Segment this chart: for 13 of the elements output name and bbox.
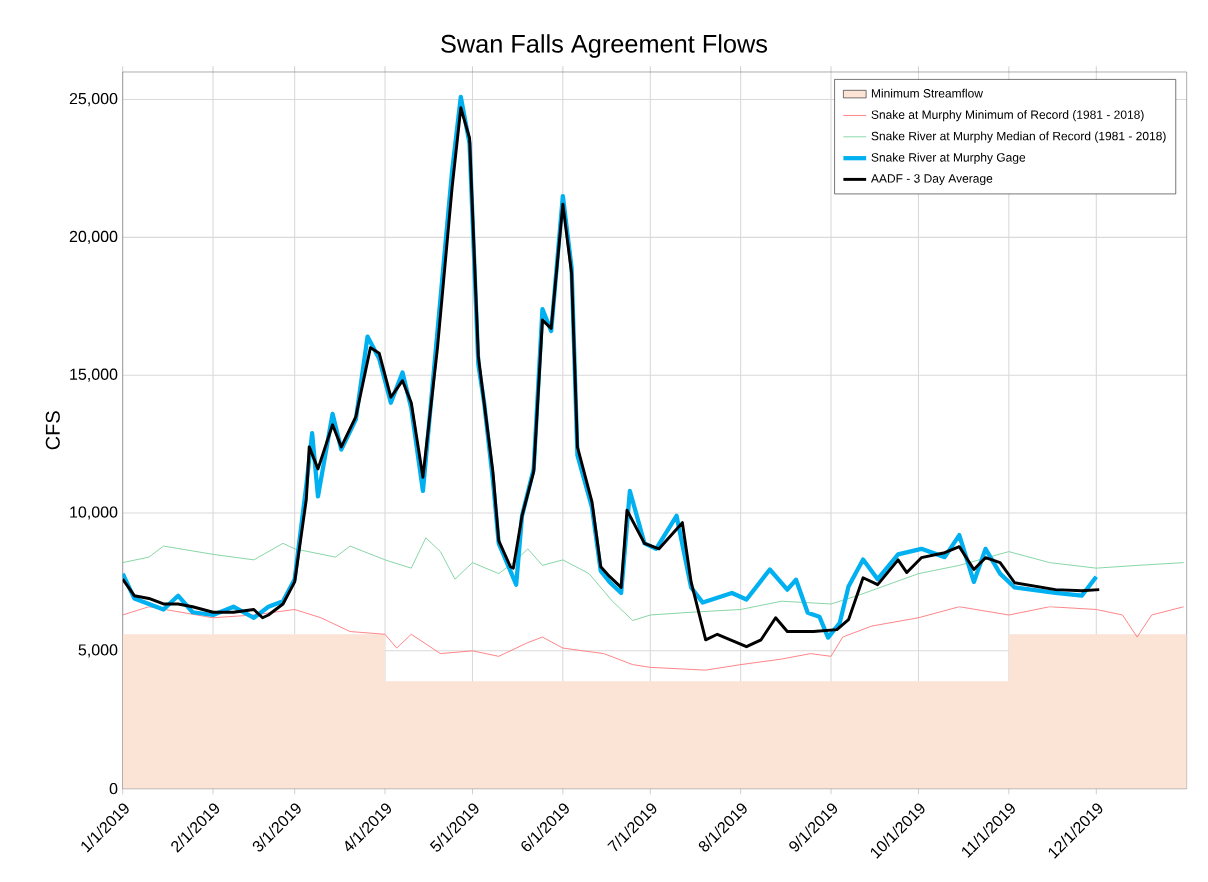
legend-label: AADF - 3 Day Average xyxy=(870,174,993,186)
y-axis-title: CFS xyxy=(45,411,60,450)
legend-label: Minimum Streamflow xyxy=(871,88,983,98)
y-tick-label: 20,000 xyxy=(69,230,118,244)
y-tick-label: 0 xyxy=(109,782,118,795)
y-tick-label: 25,000 xyxy=(69,92,118,107)
legend-label: Snake River at Murphy Gage xyxy=(871,152,1026,165)
chart-title: Swan Falls Agreement Flows xyxy=(441,34,768,58)
y-tick-label: 10,000 xyxy=(70,506,118,520)
y-tick-label: 15,000 xyxy=(70,368,118,382)
legend-label: Snake River at Murphy Median of Record (1981 - 2018) xyxy=(871,131,1166,143)
y-tick-label: 5,000 xyxy=(78,644,118,658)
legend-label: Snake at Murphy Minimum of Record (1981 - 2018) xyxy=(871,110,1144,122)
